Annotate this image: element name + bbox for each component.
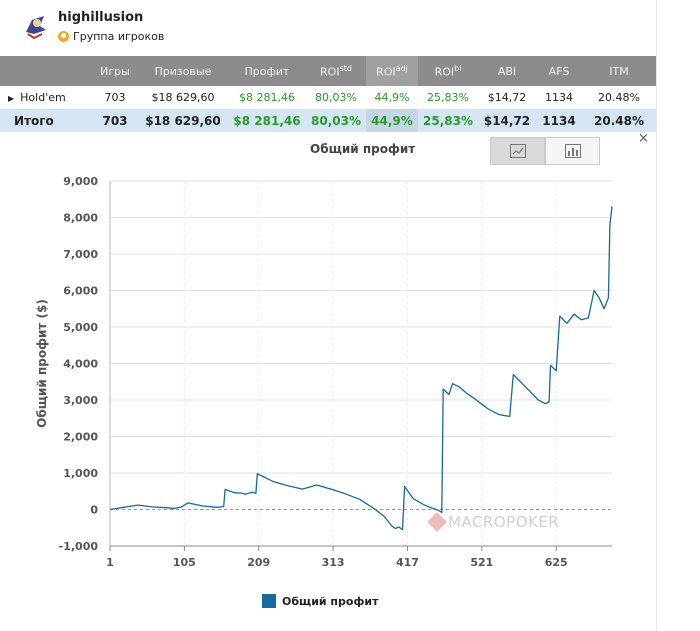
cell-itm: 20.48% <box>582 86 656 109</box>
group-label: Группа игроков <box>73 30 165 43</box>
x-tick-label: 105 <box>173 556 196 569</box>
x-tick-label: 625 <box>545 556 568 569</box>
cell-roi-bi: 25,83% <box>418 86 478 109</box>
cell-prizes: $18 629,60 <box>138 86 228 109</box>
x-tick-label: 417 <box>396 556 419 569</box>
total-label: Итого <box>0 109 92 132</box>
table-total-row: Итого 703 $18 629,60 $8 281,46 80,03% 44… <box>0 109 656 132</box>
col-header-afs[interactable]: AFS <box>536 56 582 86</box>
total-roi-bi: 25,83% <box>418 109 478 132</box>
x-tick-label: 313 <box>322 556 345 569</box>
cell-roi-adj: 44,9% <box>366 86 418 109</box>
col-header-itm[interactable]: ITM <box>582 56 656 86</box>
watermark-logo-icon <box>427 512 447 532</box>
y-tick-label: 3,000 <box>63 394 98 407</box>
close-icon[interactable]: × <box>638 131 649 146</box>
username[interactable]: highillusion <box>58 10 144 25</box>
bar-chart-icon <box>564 144 581 158</box>
stats-table: Игры Призовые Профит ROIstd ROIadj ROIbi… <box>0 56 656 132</box>
y-tick-label: 9,000 <box>63 175 98 188</box>
total-afs: 1134 <box>536 109 582 132</box>
avatar-icon <box>26 16 46 40</box>
total-abi: $14,72 <box>478 109 536 132</box>
col-header-abi[interactable]: ABI <box>478 56 536 86</box>
cell-abi: $14,72 <box>478 86 536 109</box>
row-game-type[interactable]: ▶ Hold'em <box>0 86 92 109</box>
y-axis-label: Общий профит ($) <box>35 299 49 428</box>
line-chart-button[interactable] <box>490 137 545 165</box>
y-tick-label: -1,000 <box>59 540 99 553</box>
x-tick-label: 521 <box>470 556 493 569</box>
profit-chart: -1,000 0 1,000 2,000 3,000 4,000 5,000 6,000 7,0… <box>35 175 613 569</box>
col-header-roi-std[interactable]: ROIstd <box>306 56 366 86</box>
total-roi-adj: 44,9% <box>366 109 418 132</box>
y-tick-label: 7,000 <box>63 248 98 261</box>
y-tick-label: 4,000 <box>63 358 98 371</box>
cell-afs: 1134 <box>536 86 582 109</box>
group-icon <box>58 31 69 42</box>
chart-type-toggle <box>490 137 600 165</box>
total-games: 703 <box>92 109 138 132</box>
y-tick-label: 6,000 <box>63 285 98 298</box>
x-tick-label: 209 <box>247 556 270 569</box>
cell-games: 703 <box>92 86 138 109</box>
line-chart-icon <box>509 144 526 158</box>
expand-arrow-icon[interactable]: ▶ <box>8 94 15 103</box>
chart-legend[interactable]: Общий профит <box>262 594 378 608</box>
user-group: Группа игроков <box>58 30 164 43</box>
table-row[interactable]: ▶ Hold'em 703 $18 629,60 $8 281,46 80,03%… <box>0 86 656 109</box>
col-header-profit[interactable]: Профит <box>228 56 306 86</box>
y-tick-label: 2,000 <box>63 431 98 444</box>
y-tick-label: 0 <box>90 504 98 517</box>
series-line-total-profit <box>109 206 613 531</box>
col-header-blank <box>0 56 92 86</box>
total-profit: $8 281,46 <box>228 109 306 132</box>
cell-roi-std: 80,03% <box>306 86 366 109</box>
y-tick-label: 1,000 <box>63 467 98 480</box>
col-header-roi-bi[interactable]: ROIbi <box>418 56 478 86</box>
x-tick-label: 1 <box>106 556 114 569</box>
legend-swatch <box>262 594 276 608</box>
y-tick-label: 5,000 <box>63 321 98 334</box>
report-frame <box>656 0 657 631</box>
y-tick-label: 8,000 <box>63 212 98 225</box>
total-itm: 20.48% <box>582 109 656 132</box>
total-prizes: $18 629,60 <box>138 109 228 132</box>
chart-title: Общий профит <box>310 142 416 156</box>
cell-profit: $8 281,46 <box>228 86 306 109</box>
total-roi-std: 80,03% <box>306 109 366 132</box>
legend-label: Общий профит <box>282 594 379 608</box>
col-header-prizes[interactable]: Призовые <box>138 56 228 86</box>
bar-chart-button[interactable] <box>545 137 600 165</box>
table-header-row: Игры Призовые Профит ROIstd ROIadj ROIbi… <box>0 56 656 86</box>
col-header-roi-adj[interactable]: ROIadj <box>366 56 418 86</box>
col-header-games[interactable]: Игры <box>92 56 138 86</box>
watermark: MACROPOKER <box>427 512 559 532</box>
